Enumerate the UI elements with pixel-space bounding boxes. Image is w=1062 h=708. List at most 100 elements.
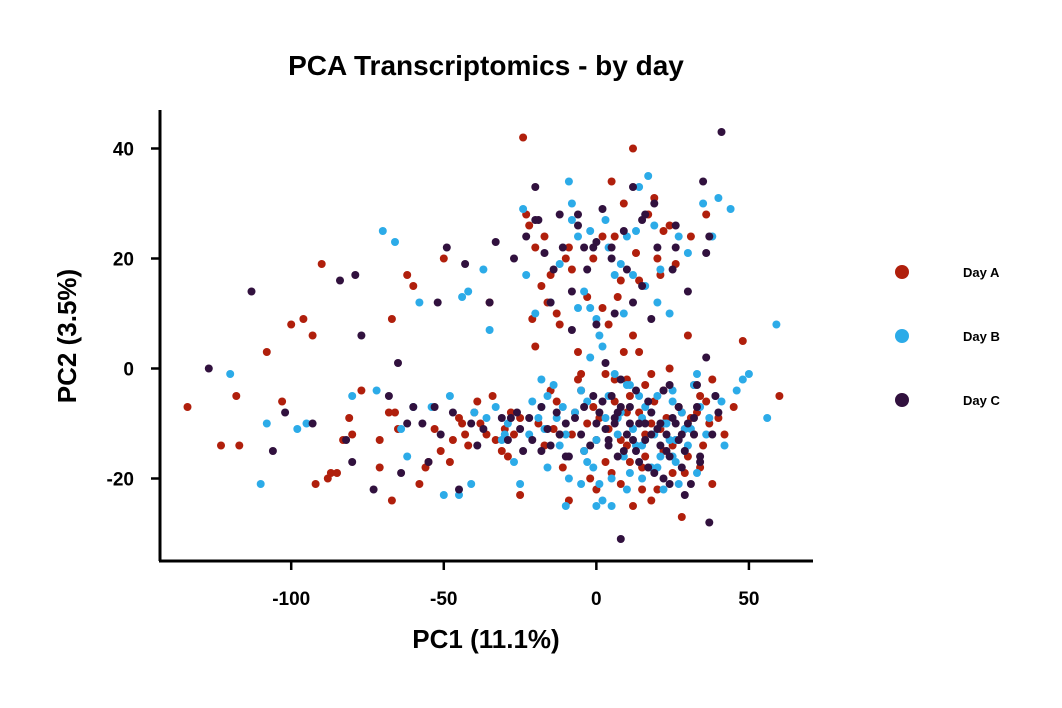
data-point	[677, 430, 686, 439]
data-point	[430, 425, 439, 433]
data-point	[665, 381, 674, 389]
data-point	[552, 408, 561, 417]
data-point	[662, 447, 671, 455]
data-point	[644, 463, 653, 472]
data-point	[595, 408, 604, 417]
data-point	[589, 254, 598, 263]
data-point	[491, 403, 500, 411]
data-point	[693, 403, 701, 411]
data-point	[686, 232, 695, 241]
data-point	[607, 474, 616, 483]
data-point	[629, 436, 637, 444]
data-point	[616, 403, 625, 411]
data-point	[256, 480, 265, 488]
data-point	[598, 342, 607, 351]
data-point	[622, 430, 631, 439]
data-point	[503, 452, 512, 461]
data-point	[647, 419, 656, 428]
data-point	[418, 419, 427, 428]
data-point	[653, 392, 662, 400]
data-point	[336, 276, 344, 285]
data-point	[464, 287, 473, 296]
data-point	[537, 447, 546, 455]
data-point	[567, 430, 576, 439]
data-point	[668, 397, 677, 406]
data-point	[497, 447, 506, 455]
data-point	[479, 265, 488, 274]
data-point	[577, 430, 586, 439]
data-point	[586, 304, 595, 312]
legend: Day A Day B Day C	[895, 265, 1000, 408]
data-point	[510, 254, 518, 263]
data-point	[702, 430, 711, 439]
data-point	[647, 496, 656, 505]
data-point	[586, 441, 595, 450]
data-point	[232, 392, 241, 400]
data-point	[708, 375, 717, 384]
data-point	[720, 430, 729, 439]
data-point	[439, 254, 448, 263]
data-point	[543, 463, 552, 472]
data-point	[424, 458, 433, 466]
data-point	[415, 298, 424, 307]
data-point	[595, 480, 604, 488]
x-axis-ticks: -100 -50 0 50	[272, 561, 759, 610]
y-axis-ticks: 40 20 0 -20	[107, 140, 160, 491]
data-point	[598, 205, 607, 213]
y-tick-label: -20	[107, 470, 134, 491]
data-point	[409, 282, 418, 290]
data-point	[571, 414, 579, 422]
data-point	[629, 331, 637, 340]
data-point	[491, 238, 500, 246]
data-point	[409, 403, 418, 411]
data-point	[567, 199, 576, 208]
data-point	[506, 414, 515, 422]
data-point	[625, 419, 634, 428]
data-point	[616, 535, 625, 543]
data-point	[458, 419, 467, 428]
data-point	[561, 452, 570, 461]
data-point	[586, 474, 595, 483]
data-point	[744, 370, 753, 378]
data-point	[610, 375, 619, 384]
data-point	[235, 441, 244, 450]
data-point	[708, 430, 717, 439]
data-point	[625, 392, 634, 400]
data-point	[516, 480, 525, 488]
data-point	[635, 348, 644, 356]
data-point	[635, 183, 644, 191]
data-point	[403, 419, 412, 428]
data-point	[738, 337, 747, 345]
data-point	[714, 194, 723, 202]
data-point	[268, 447, 277, 455]
data-point	[455, 491, 463, 499]
data-point	[436, 447, 445, 455]
data-point	[262, 419, 271, 428]
data-point	[619, 447, 628, 455]
data-point	[683, 419, 692, 428]
data-point	[516, 425, 525, 433]
data-point	[357, 386, 366, 395]
data-point	[607, 392, 616, 400]
data-point	[485, 298, 494, 307]
data-point	[662, 430, 671, 439]
data-point	[601, 425, 610, 433]
data-point	[589, 403, 598, 411]
data-point	[592, 238, 601, 246]
data-point	[641, 436, 650, 444]
x-tick-label: 50	[738, 589, 759, 610]
data-point	[616, 276, 625, 285]
data-point	[387, 315, 396, 323]
data-point	[607, 502, 616, 510]
y-tick-label: 20	[113, 250, 134, 271]
data-point	[580, 403, 589, 411]
data-point	[308, 331, 317, 340]
data-point	[607, 469, 616, 477]
data-point	[552, 397, 561, 406]
data-point	[610, 370, 619, 378]
data-point	[592, 502, 601, 510]
data-point	[668, 265, 677, 274]
data-point	[510, 458, 518, 466]
data-point	[680, 447, 689, 455]
